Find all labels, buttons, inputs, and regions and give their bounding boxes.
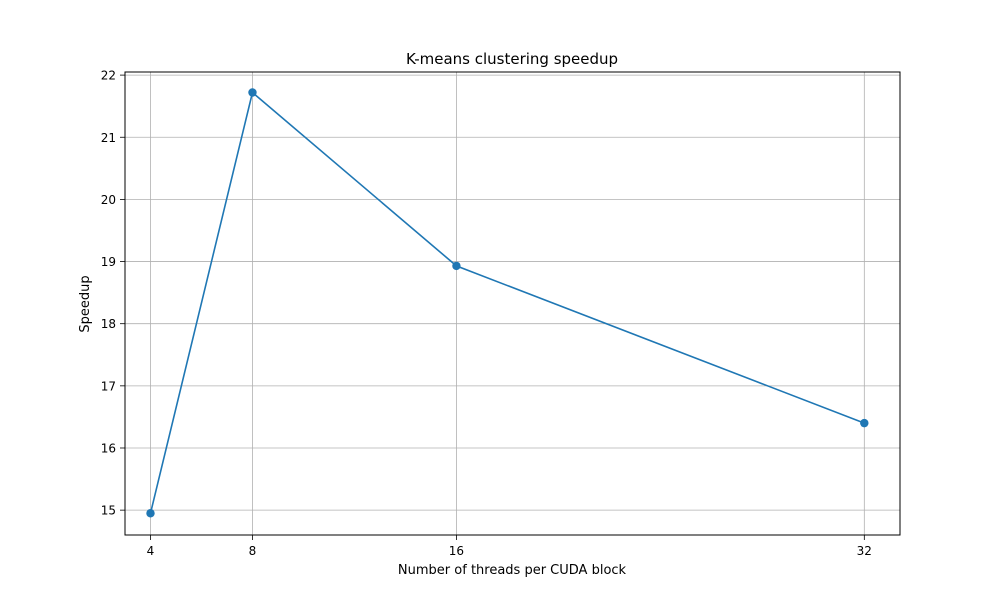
- x-tick-label: 16: [449, 544, 464, 558]
- y-tick-label: 16: [101, 441, 116, 455]
- series-line: [149, 91, 865, 514]
- y-tick-label: 17: [101, 379, 116, 393]
- plot-area-frame: [124, 71, 901, 536]
- data-point: [452, 261, 461, 271]
- x-axis-label: Number of threads per CUDA block: [398, 563, 627, 578]
- series: [146, 88, 869, 518]
- x-tick-label: 8: [249, 544, 257, 558]
- axes: [124, 71, 901, 536]
- data-point: [146, 509, 155, 518]
- y-tick-label: 21: [101, 131, 116, 145]
- y-tick-label: 19: [101, 255, 116, 269]
- grid: [125, 72, 900, 535]
- ticks: 4 8 16 32 15 16 17 18 19 20 21 22: [101, 69, 872, 558]
- y-axis-label: Speedup: [78, 275, 93, 332]
- y-tick-label: 15: [101, 504, 116, 518]
- x-tick-label: 32: [857, 544, 872, 558]
- y-tick-label: 22: [101, 69, 116, 83]
- chart-title: K-means clustering speedup: [406, 50, 618, 68]
- data-point: [248, 88, 257, 97]
- x-tick-label: 4: [147, 544, 155, 558]
- data-point: [860, 418, 869, 428]
- y-tick-label: 20: [101, 193, 116, 207]
- y-tick-label: 18: [101, 317, 116, 331]
